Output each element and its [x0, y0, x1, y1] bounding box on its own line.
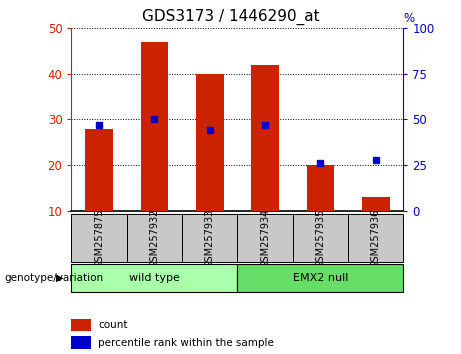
Text: EMX2 null: EMX2 null	[293, 273, 348, 283]
Text: %: %	[403, 12, 414, 25]
Bar	[348, 214, 403, 262]
Text: percentile rank within the sample: percentile rank within the sample	[98, 338, 274, 348]
Bar	[362, 197, 390, 211]
Text: GSM257933: GSM257933	[205, 209, 215, 268]
Text: GSM257936: GSM257936	[371, 209, 381, 268]
Bar	[71, 319, 91, 331]
Text: GDS3173 / 1446290_at: GDS3173 / 1446290_at	[142, 9, 319, 25]
Bar	[182, 214, 237, 262]
Bar	[196, 74, 224, 211]
Bar	[251, 65, 279, 211]
Bar	[237, 264, 403, 292]
Bar	[127, 214, 182, 262]
Text: GSM257934: GSM257934	[260, 209, 270, 268]
Bar	[85, 129, 113, 211]
Text: count: count	[98, 320, 128, 330]
Text: GSM257932: GSM257932	[149, 209, 160, 268]
Text: GSM257935: GSM257935	[315, 209, 325, 268]
Text: wild type: wild type	[129, 273, 180, 283]
Text: genotype/variation: genotype/variation	[5, 273, 104, 283]
Bar	[71, 264, 237, 292]
Text: GSM257875: GSM257875	[94, 208, 104, 268]
Bar	[71, 214, 127, 262]
Bar	[237, 214, 293, 262]
Bar	[71, 336, 91, 349]
Text: ▶: ▶	[56, 273, 64, 283]
Bar	[293, 214, 348, 262]
Bar	[307, 165, 334, 211]
Bar	[141, 42, 168, 211]
